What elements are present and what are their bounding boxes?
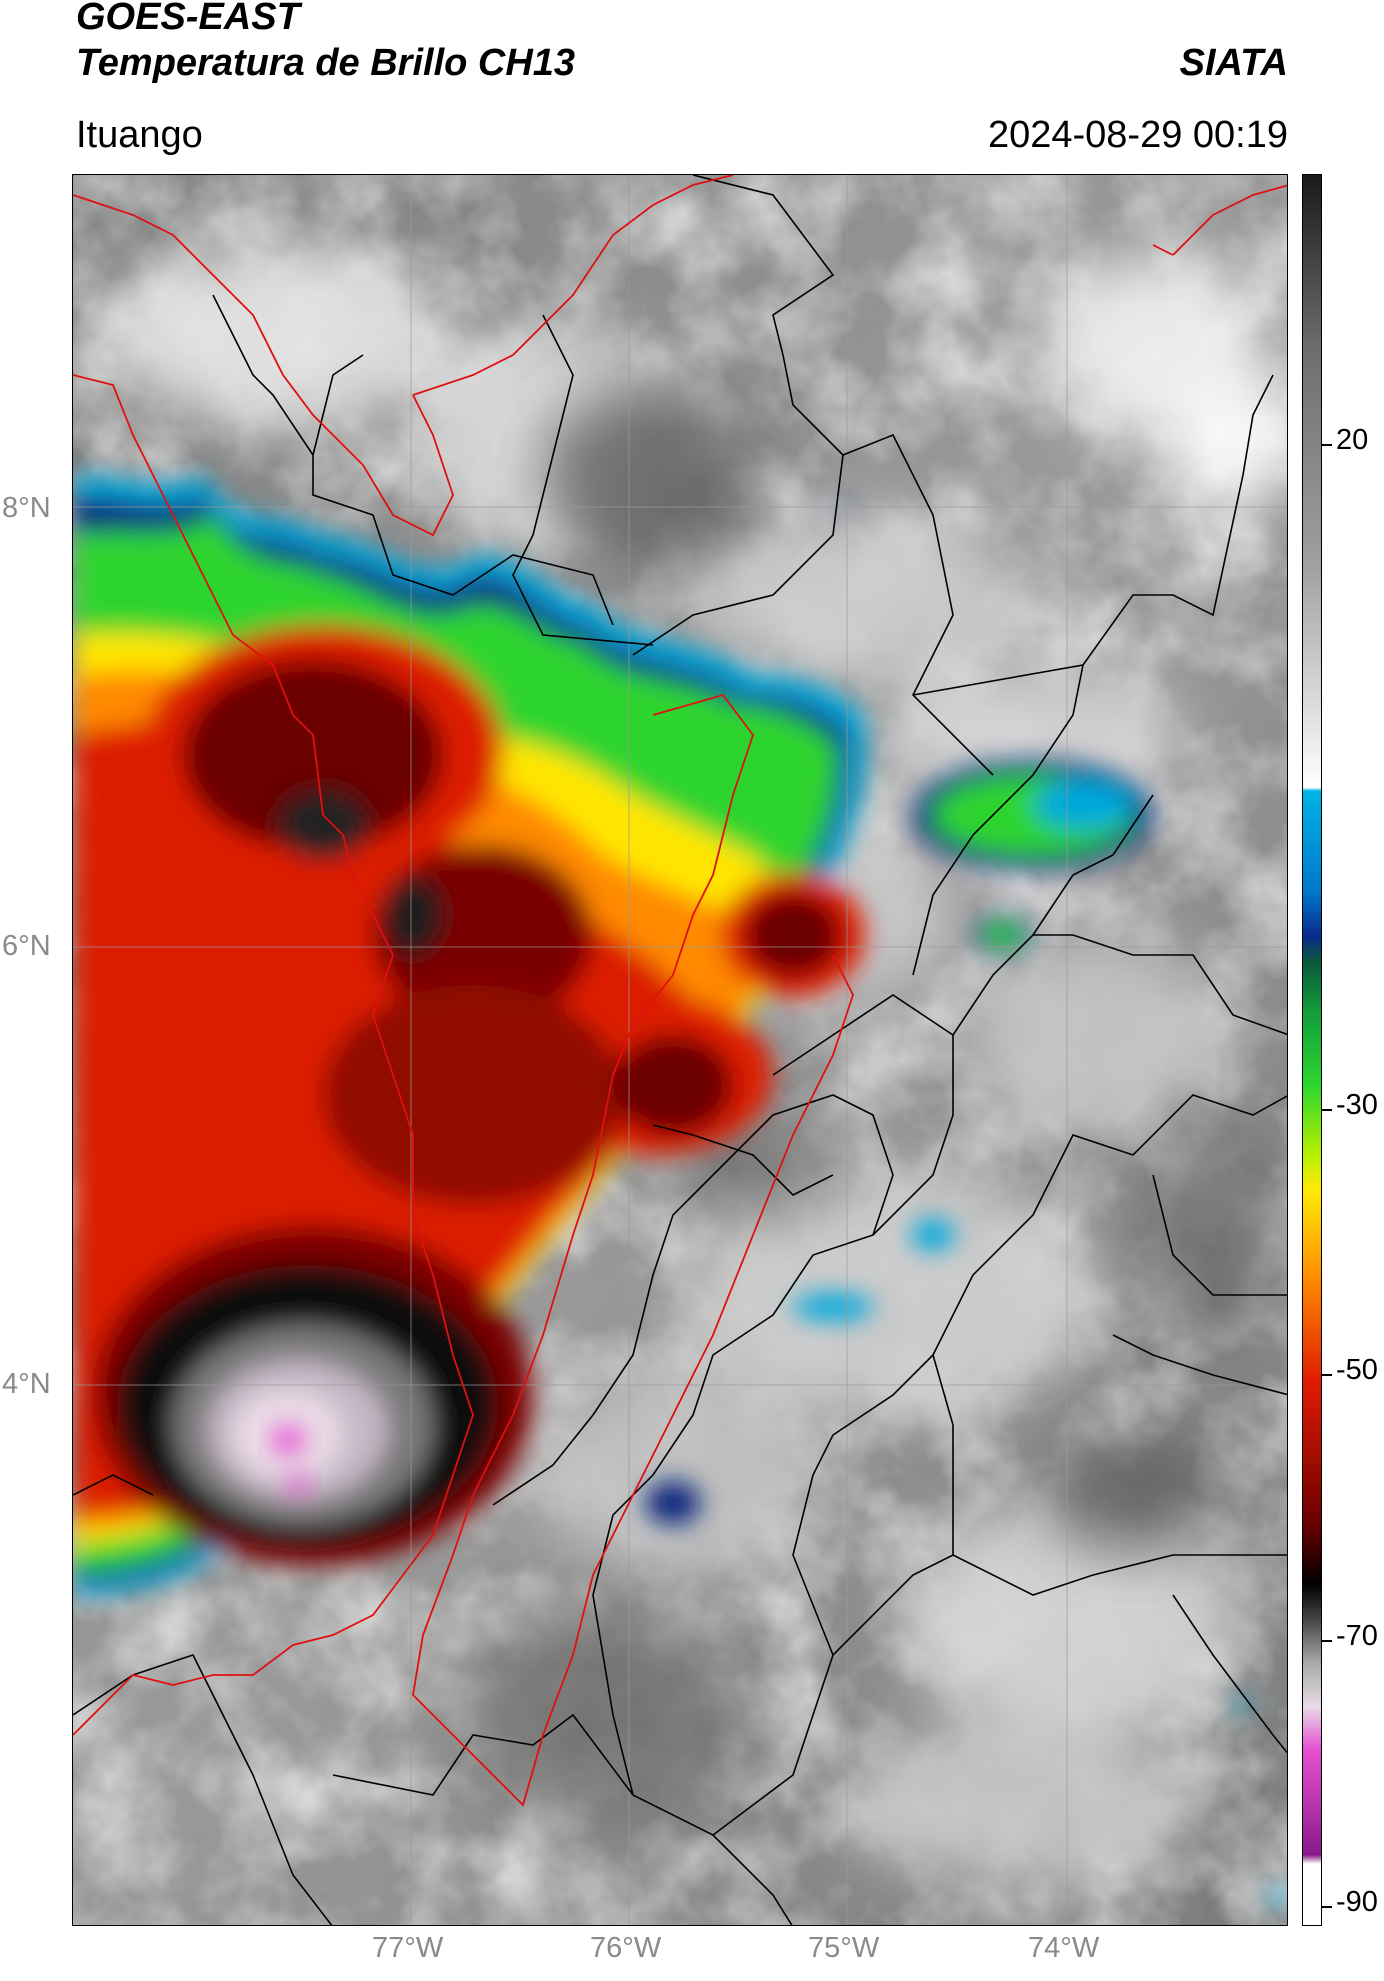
colorbar-label-20: 20 [1336, 424, 1369, 456]
colorbar-tick [1322, 1374, 1332, 1376]
colorbar-label-m30: -30 [1336, 1089, 1378, 1121]
satellite-map[interactable] [72, 174, 1288, 1926]
coastline [73, 175, 1287, 1807]
product-title: Temperatura de Brillo CH13 [76, 42, 576, 84]
lon-label-74w: 74°W [1028, 1932, 1100, 1964]
region-label: Ituango [76, 114, 203, 156]
lat-label-8n: 8°N [2, 492, 51, 524]
lat-label-6n: 6°N [2, 930, 51, 962]
satellite-title: GOES-EAST [76, 0, 300, 38]
colorbar-tick [1322, 444, 1332, 446]
admin-borders [73, 175, 1287, 1925]
lat-label-4n: 4°N [2, 1368, 51, 1400]
colorbar-tick [1322, 1906, 1332, 1908]
agency-label: SIATA [1179, 42, 1288, 84]
lon-label-76w: 76°W [590, 1932, 662, 1964]
gridlines [73, 175, 1287, 1925]
colorbar-tick [1322, 1109, 1332, 1111]
lon-label-77w: 77°W [372, 1932, 444, 1964]
temperature-colorbar [1302, 174, 1322, 1926]
colorbar-label-m90: -90 [1336, 1886, 1378, 1918]
satellite-imagery [73, 175, 1287, 1925]
colorbar-label-m50: -50 [1336, 1354, 1378, 1386]
colorbar-tick [1322, 1640, 1332, 1642]
lon-label-75w: 75°W [808, 1932, 880, 1964]
colorbar-label-m70: -70 [1336, 1620, 1378, 1652]
datetime-label: 2024-08-29 00:19 [987, 114, 1288, 156]
